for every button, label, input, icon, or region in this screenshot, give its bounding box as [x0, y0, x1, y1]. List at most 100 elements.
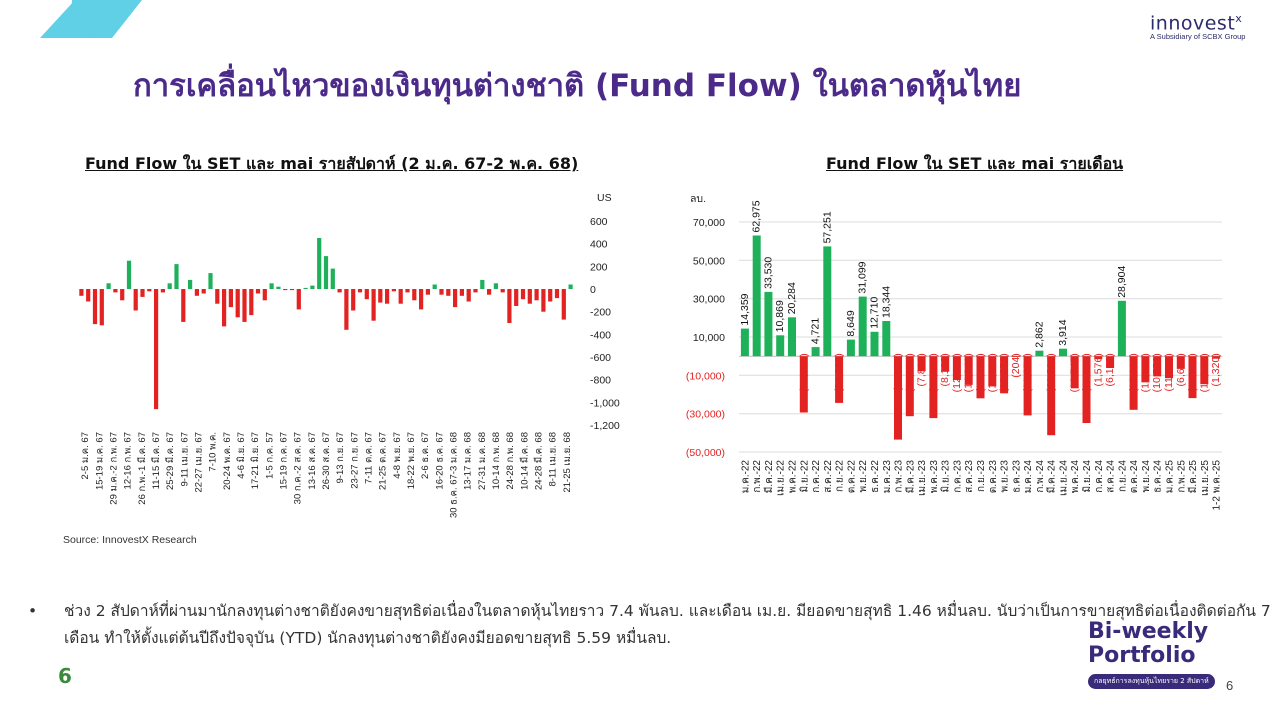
- monthly-data-label: (21,973): [975, 353, 987, 392]
- monthly-bar: [929, 356, 938, 419]
- monthly-x-tick: เม.ย.-24: [1059, 460, 1070, 496]
- weekly-bar: [541, 289, 546, 312]
- monthly-data-label: (31,308): [904, 353, 916, 392]
- monthly-x-tick: ธ.ค.-22: [870, 460, 881, 493]
- monthly-bar: [835, 356, 844, 403]
- monthly-x-tick: ธ.ค.-23: [1011, 460, 1022, 493]
- monthly-y-tick: 70,000: [693, 217, 725, 229]
- monthly-x-tick: ก.ค.-23: [952, 460, 963, 493]
- weekly-bar: [86, 289, 91, 302]
- weekly-x-tick: 17-21 มิ.ย. 67: [250, 432, 261, 489]
- weekly-bar: [548, 289, 553, 302]
- weekly-bar: [357, 289, 363, 293]
- weekly-bar: [459, 289, 464, 296]
- monthly-x-tick: ส.ค.-24: [1106, 460, 1117, 493]
- weekly-bar: [473, 289, 478, 293]
- monthly-bar: [740, 328, 749, 357]
- weekly-bar: [126, 260, 132, 289]
- weekly-x-tick: 21-25 เม.ย. 68: [562, 432, 573, 493]
- monthly-data-label: 4,721: [810, 318, 822, 344]
- weekly-x-tick: 24-28 ก.พ. 68: [505, 432, 516, 489]
- monthly-x-tick: มี.ค.-25: [1187, 460, 1199, 494]
- weekly-x-tick: 7-10 พ.ค.: [208, 432, 219, 472]
- weekly-x-tick: 10-14 ก.พ. 68: [491, 432, 502, 489]
- innovestx-logo: innovestx A Subsidiary of SCBX Group: [1150, 12, 1268, 52]
- weekly-bar: [188, 279, 193, 289]
- monthly-data-label: 12,710: [869, 297, 881, 329]
- weekly-bar: [283, 289, 288, 291]
- monthly-bar: [1188, 356, 1197, 399]
- monthly-data-label: 57,251: [821, 211, 833, 243]
- monthly-y-tick: (10,000): [686, 370, 725, 382]
- monthly-x-tick: มี.ค.-23: [904, 460, 916, 494]
- monthly-data-label: (1,576): [1092, 353, 1104, 386]
- monthly-bar: [1129, 356, 1138, 410]
- weekly-bar: [194, 289, 199, 296]
- weekly-bar: [167, 283, 172, 289]
- weekly-bar: [493, 283, 498, 289]
- logo-subtitle: A Subsidiary of SCBX Group: [1150, 32, 1246, 42]
- weekly-x-tick: 12-16 ก.พ. 67: [123, 432, 134, 489]
- monthly-unit-label: ลบ.: [690, 193, 706, 205]
- monthly-bar: [1070, 356, 1079, 389]
- weekly-x-tick: 4-6 มิ.ย. 67: [236, 432, 247, 479]
- weekly-bar: [99, 289, 104, 326]
- weekly-x-tick: 30 ธ.ค. 67-3 ม.ค. 68: [449, 432, 460, 518]
- monthly-bar: [788, 317, 796, 357]
- logo-text: innovest: [1150, 12, 1236, 35]
- weekly-bar: [446, 289, 451, 296]
- weekly-y-tick: -1,000: [590, 397, 620, 409]
- weekly-x-tick: 13-16 ส.ค. 67: [307, 432, 318, 490]
- weekly-x-tick: 15-19 ม.ค. 67: [94, 432, 105, 490]
- weekly-bar: [480, 279, 485, 289]
- weekly-x-tick: 27-31 ม.ค. 68: [477, 432, 488, 490]
- monthly-bar: [1165, 356, 1173, 379]
- weekly-bar: [453, 289, 458, 308]
- weekly-x-tick: 26-30 ส.ค. 67: [321, 432, 332, 490]
- monthly-x-tick: เม.ย.-25: [1200, 460, 1211, 496]
- source-note: Source: InnovestX Research: [63, 534, 197, 546]
- weekly-bar: [242, 289, 247, 322]
- weekly-y-tick: -200: [590, 307, 611, 319]
- monthly-bar: [1106, 356, 1115, 368]
- monthly-x-tick: ต.ค.-22: [846, 460, 857, 494]
- monthly-x-tick: ส.ค.-22: [823, 460, 834, 493]
- monthly-x-tick: ก.พ.-24: [1035, 460, 1046, 493]
- monthly-data-label: (14,949): [963, 353, 975, 392]
- weekly-bar: [412, 289, 417, 301]
- weekly-x-tick: 15-19 ก.ค. 67: [279, 432, 290, 490]
- monthly-x-tick: พ.ย.-22: [858, 460, 869, 493]
- monthly-x-tick: ก.พ.-22: [752, 460, 763, 493]
- monthly-bar: [976, 356, 985, 399]
- weekly-bar: [364, 289, 369, 300]
- monthly-data-label: (24,366): [833, 353, 845, 392]
- monthly-data-label: (13,597): [1139, 353, 1151, 392]
- weekly-x-tick: 30 ก.ค.-2 ส.ค. 67: [293, 432, 304, 504]
- weekly-x-tick: 2-6 ธ.ค. 67: [420, 432, 431, 479]
- weekly-bar: [215, 289, 220, 304]
- weekly-unit-label: US: [597, 192, 612, 204]
- weekly-x-tick: 22-27 เม.ย. 67: [194, 432, 205, 493]
- weekly-bar: [106, 283, 111, 289]
- weekly-bar: [208, 273, 213, 289]
- monthly-bar: [1035, 350, 1044, 357]
- weekly-x-tick: 16-20 ธ.ค. 67: [434, 432, 445, 490]
- monthly-bar: [1153, 356, 1162, 377]
- monthly-data-label: 14,359: [739, 293, 751, 325]
- monthly-bar: [776, 335, 785, 357]
- monthly-data-label: (6,623): [1175, 353, 1187, 386]
- monthly-data-label: (8,102): [939, 353, 951, 386]
- weekly-y-tick: -400: [590, 329, 611, 341]
- monthly-bar: [1047, 356, 1056, 436]
- weekly-bar: [391, 289, 396, 292]
- monthly-x-tick: ส.ค.-23: [964, 460, 975, 493]
- weekly-x-tick: 18-22 พ.ย. 67: [406, 432, 417, 489]
- monthly-bar: [1176, 356, 1185, 369]
- weekly-bar: [79, 289, 84, 296]
- weekly-y-tick: 0: [590, 284, 596, 296]
- weekly-y-tick: 400: [590, 239, 608, 251]
- monthly-data-label: (12,409): [951, 353, 963, 392]
- page-number: 6: [58, 664, 72, 688]
- monthly-x-tick: ม.ค.-23: [882, 460, 893, 494]
- monthly-data-label: 8,649: [845, 310, 857, 336]
